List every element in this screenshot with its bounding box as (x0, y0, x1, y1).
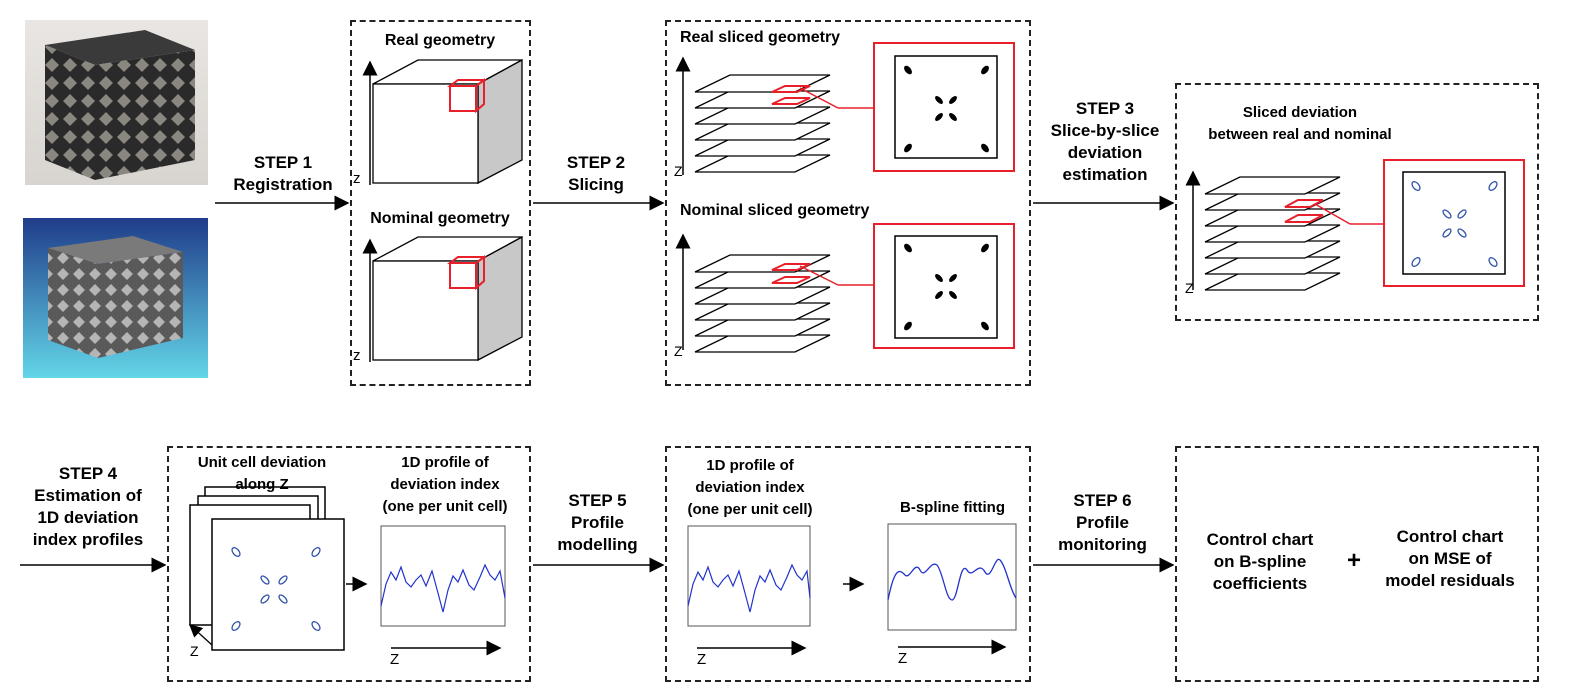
nominal-sliced-label: Nominal sliced geometry (680, 202, 870, 219)
step4-label: STEP 4 Estimation of 1D deviation index … (18, 463, 158, 551)
bspline-label: B-spline fitting (900, 499, 1005, 516)
z-axis-bspline: Z (898, 650, 908, 667)
sliced-deviation-line1: Sliced deviation (1242, 104, 1358, 121)
cc2-line2: on MSE of (1408, 549, 1492, 568)
step5-label: STEP 5 Profile modelling (540, 490, 655, 556)
step6-label: STEP 6 Profile monitoring (1045, 490, 1160, 556)
real-geometry-cube-icon (362, 58, 523, 185)
real-sliced-label: Real sliced geometry (680, 29, 841, 46)
step1-title: STEP 1 (253, 153, 313, 172)
profile-a-line2: deviation index (390, 476, 500, 493)
nominal-slice-stack-icon (675, 233, 875, 353)
sliced-geometry-box (665, 20, 1031, 386)
unit-cell-line2: along Z (235, 476, 289, 493)
step6-line1: Profile (1076, 513, 1129, 532)
real-slice-stack-icon (675, 56, 875, 175)
lattice-photo-real-icon (45, 30, 195, 180)
unit-cell-line1: Unit cell deviation (197, 454, 327, 471)
step1-line1: Registration (233, 175, 333, 194)
z-axis-deviation: Z (1185, 280, 1194, 296)
z-axis-unit-cell: Z (190, 643, 199, 659)
sliced-deviation-label: Sliced deviation between real and nomina… (1195, 102, 1405, 146)
step4-line2: 1D deviation (37, 508, 139, 527)
profile-a-line3: (one per unit cell) (382, 498, 508, 515)
cc1-line1: Control chart (1206, 530, 1314, 549)
deviation-slice-stack-icon (1185, 170, 1385, 291)
real-geometry-label: Real geometry (384, 32, 496, 49)
profile-plot-2-icon (687, 525, 811, 656)
step1-label: STEP 1 Registration (228, 152, 338, 196)
real-lattice-photo (25, 20, 208, 185)
nominal-cross-section-icon (873, 223, 1015, 349)
profile-plot-1-icon (380, 525, 506, 656)
bspline-plot-icon (887, 523, 1017, 655)
step3-title: STEP 3 (1075, 99, 1135, 118)
step5-line2: modelling (557, 535, 638, 554)
step2-title: STEP 2 (566, 153, 626, 172)
profile-label-a: 1D profile of deviation index (one per u… (370, 452, 520, 518)
step5-title: STEP 5 (568, 491, 627, 510)
real-cross-section-icon (873, 42, 1015, 172)
profile-label-b: 1D profile of deviation index (one per u… (675, 455, 825, 521)
nominal-geometry-label: Nominal geometry (370, 210, 510, 227)
lattice-render-nominal-icon (48, 236, 183, 358)
deviation-cross-section-icon (1383, 159, 1525, 287)
control-chart-coefficients: Control chart on B-spline coefficients (1190, 529, 1330, 595)
control-chart-mse: Control chart on MSE of model residuals (1375, 526, 1525, 592)
step3-line2: deviation (1067, 143, 1143, 162)
profile-b-line1: 1D profile of (706, 457, 794, 474)
geometry-box (350, 20, 531, 386)
step3-line1: Slice-by-slice (1050, 121, 1160, 140)
unit-cell-box (167, 446, 531, 682)
sliced-deviation-line2: between real and nominal (1208, 126, 1392, 143)
z-axis-nominal-sliced: Z (674, 343, 683, 359)
bspline-box (665, 446, 1031, 682)
cc1-line3: coefficients (1212, 574, 1308, 593)
unit-cell-label: Unit cell deviation along Z (177, 452, 347, 496)
z-axis-profile-b: Z (697, 651, 707, 668)
sliced-deviation-box (1175, 83, 1539, 321)
step4-line1: Estimation of (34, 486, 142, 505)
z-axis-profile-a: Z (390, 651, 400, 668)
cc1-line2: on B-spline (1213, 552, 1307, 571)
z-axis-nominal-geometry: z (353, 347, 361, 364)
step5-line1: Profile (571, 513, 624, 532)
step6-title: STEP 6 (1073, 491, 1132, 510)
control-chart-box (1175, 446, 1539, 682)
step6-line2: monitoring (1058, 535, 1147, 554)
cc2-line3: model residuals (1385, 571, 1515, 590)
profile-b-line3: (one per unit cell) (687, 501, 813, 518)
z-axis-real-geometry: z (353, 170, 361, 187)
cc2-line1: Control chart (1396, 527, 1504, 546)
step4-title: STEP 4 (58, 464, 118, 483)
z-axis-real-sliced: Z (674, 163, 683, 179)
step2-label: STEP 2 Slicing (541, 152, 651, 196)
step3-label: STEP 3 Slice-by-slice deviation estimati… (1035, 98, 1175, 186)
plus-sign: + (1346, 547, 1361, 574)
step4-line3: index profiles (32, 530, 144, 549)
nominal-lattice-render (23, 218, 208, 378)
profile-a-line1: 1D profile of (401, 454, 489, 471)
step3-line3: estimation (1062, 165, 1148, 184)
unit-cell-stack-icon (189, 486, 345, 651)
profile-b-line2: deviation index (695, 479, 805, 496)
nominal-geometry-cube-icon (362, 235, 523, 362)
step2-line1: Slicing (568, 175, 624, 194)
